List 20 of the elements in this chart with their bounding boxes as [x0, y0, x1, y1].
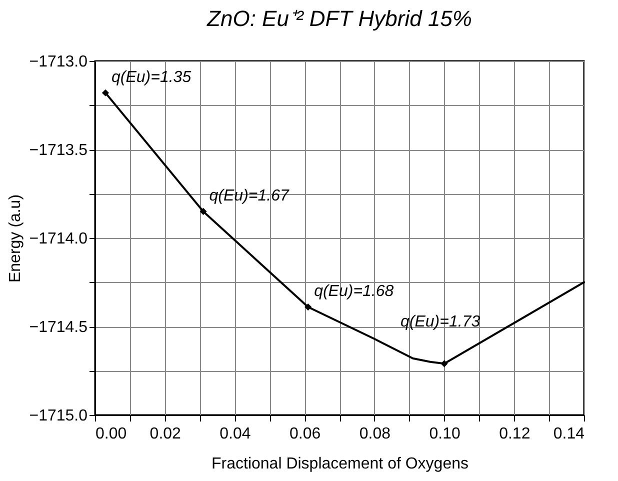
y-tick-label: −1715.0: [29, 408, 88, 424]
y-tick-label: −1714.0: [29, 230, 88, 248]
chart-title: ZnO: Eu⁺² DFT Hybrid 15%: [206, 6, 472, 31]
x-tick-label: 0.04: [220, 426, 251, 442]
x-tick-label: 0.14: [553, 426, 585, 442]
x-tick-label: 0.02: [150, 426, 182, 442]
y-axis-title: Energy (a.u): [7, 194, 24, 283]
y-tick-label: −1713.5: [29, 142, 88, 159]
y-tick-label: −1714.5: [29, 319, 88, 336]
annotation: q(Eu)=1.68: [314, 283, 394, 300]
x-axis-title: Fractional Displacement of Oxygens: [212, 456, 468, 472]
x-tick-label: 0.08: [359, 426, 391, 442]
x-tick-label: 0.12: [499, 426, 530, 442]
x-tick-label: 0.06: [290, 426, 321, 442]
annotation: q(Eu)=1.67: [209, 187, 290, 204]
y-tick-label: −1713.0: [29, 54, 88, 70]
annotation: q(Eu)=1.73: [400, 314, 480, 331]
annotation: q(Eu)=1.35: [111, 68, 192, 86]
x-tick-label: 0.10: [429, 426, 460, 442]
x-tick-label: 0.00: [96, 426, 127, 442]
